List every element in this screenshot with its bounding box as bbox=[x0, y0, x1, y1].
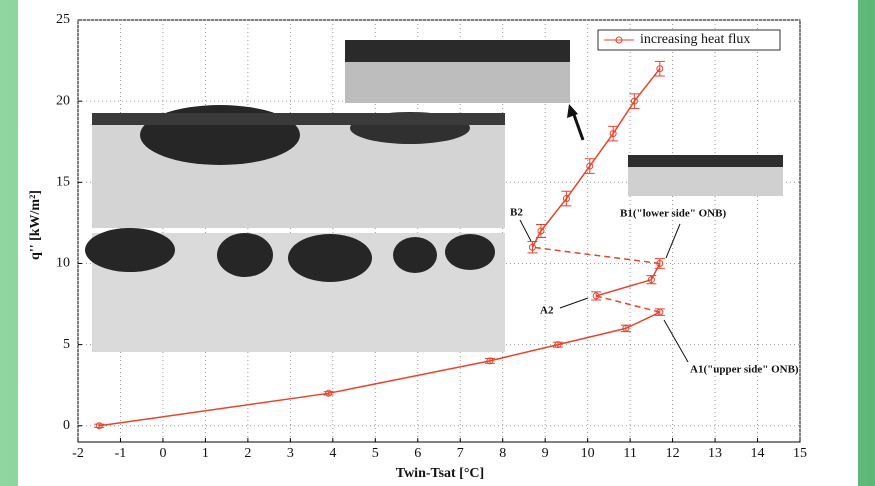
x-tick-label: 6 bbox=[414, 446, 421, 461]
line-segment bbox=[589, 133, 614, 167]
line-segment bbox=[99, 392, 329, 427]
legend-box bbox=[597, 29, 781, 51]
point bbox=[656, 308, 664, 316]
x-tick-label: -1 bbox=[115, 446, 127, 461]
point bbox=[609, 130, 617, 138]
x-tick-label: 4 bbox=[329, 446, 336, 461]
x-tick-label: 12 bbox=[666, 446, 680, 461]
point bbox=[592, 292, 600, 300]
line-segment bbox=[595, 278, 652, 297]
legend-marker bbox=[615, 36, 623, 44]
arrow bbox=[571, 111, 585, 141]
x-axis-label: Twin-Tsat [°C] bbox=[396, 466, 484, 481]
x-tick-label: 15 bbox=[793, 446, 807, 461]
photo-bubble bbox=[345, 40, 570, 62]
line-segment bbox=[565, 165, 591, 199]
x-tick-label: 7 bbox=[457, 446, 464, 461]
photo-bubble bbox=[85, 228, 175, 272]
line-segment bbox=[540, 198, 568, 232]
point bbox=[630, 97, 638, 105]
photo-bubble bbox=[445, 234, 495, 270]
x-tick-label: 9 bbox=[542, 446, 549, 461]
point bbox=[325, 389, 333, 397]
y-tick-label: 0 bbox=[63, 418, 70, 433]
arrow-head bbox=[567, 104, 578, 118]
photo-bubble bbox=[92, 113, 505, 125]
line-segment bbox=[625, 311, 661, 330]
x-tick-label: 0 bbox=[159, 446, 166, 461]
point bbox=[95, 422, 103, 430]
annotation-arrow bbox=[663, 319, 689, 363]
photo-bubble bbox=[217, 233, 273, 277]
annotation-arrow bbox=[665, 223, 681, 259]
point bbox=[647, 276, 655, 284]
photo-bubble bbox=[628, 155, 783, 167]
x-tick-label: 8 bbox=[499, 446, 506, 461]
line-segment bbox=[532, 246, 660, 265]
x-tick-label: 10 bbox=[581, 446, 595, 461]
photos bbox=[85, 40, 783, 352]
y-axis-label: q'' [kW/m²] bbox=[28, 190, 43, 260]
annotation-arrows bbox=[519, 219, 689, 363]
y-tick-label: 25 bbox=[56, 12, 70, 27]
line-segment bbox=[595, 295, 661, 313]
annotation: A2 bbox=[540, 305, 554, 317]
point bbox=[554, 341, 562, 349]
photo-bubble bbox=[288, 234, 372, 282]
point bbox=[537, 227, 545, 235]
annotation: A1("upper side" ONB) bbox=[690, 364, 799, 376]
photo-bubble bbox=[393, 237, 437, 273]
x-tick-label: 11 bbox=[623, 446, 636, 461]
point bbox=[528, 243, 536, 251]
point bbox=[562, 195, 570, 203]
point bbox=[656, 65, 664, 73]
annotation-arrow bbox=[519, 219, 532, 242]
legend-label: increasing heat flux bbox=[640, 32, 750, 47]
point bbox=[656, 259, 664, 267]
x-tick-label: 3 bbox=[287, 446, 294, 461]
y-tick-label: 5 bbox=[63, 337, 70, 352]
point bbox=[586, 162, 594, 170]
line-segment bbox=[328, 360, 491, 395]
y-tick-label: 20 bbox=[56, 93, 70, 108]
line-segment bbox=[633, 68, 661, 102]
point bbox=[622, 324, 630, 332]
x-tick-label: 14 bbox=[751, 446, 765, 461]
line-segment bbox=[557, 327, 627, 346]
x-tick-label: 13 bbox=[708, 446, 722, 461]
x-tick-label: -2 bbox=[72, 446, 84, 461]
annotation: B1("lower side" ONB) bbox=[620, 208, 726, 220]
point bbox=[486, 357, 494, 365]
x-tick-label: 5 bbox=[372, 446, 379, 461]
annotation-arrow bbox=[559, 297, 589, 309]
x-tick-label: 2 bbox=[244, 446, 251, 461]
line-segment bbox=[489, 343, 559, 362]
y-tick-label: 10 bbox=[56, 256, 70, 271]
annotation: B2 bbox=[510, 207, 523, 219]
line-segment bbox=[612, 100, 635, 135]
y-tick-label: 15 bbox=[56, 175, 70, 190]
x-tick-label: 1 bbox=[202, 446, 209, 461]
overlay: increasing heat flux bbox=[94, 29, 781, 430]
